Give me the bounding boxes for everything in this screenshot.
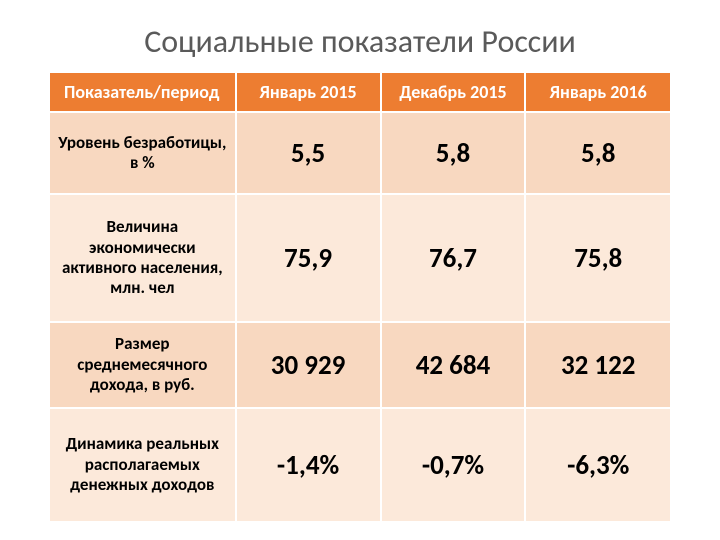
cell-value: 5,8 (381, 112, 526, 194)
table-row: Уровень безработицы, в % 5,5 5,8 5,8 (49, 112, 671, 194)
table-row: Величина экономически активного населени… (49, 194, 671, 322)
header-indicator: Показатель/период (49, 72, 236, 112)
cell-value: 75,9 (236, 194, 381, 322)
header-dec-2015: Декабрь 2015 (381, 72, 526, 112)
cell-value: 42 684 (381, 322, 526, 408)
row-label: Размер среднемесячного дохода, в руб. (49, 322, 236, 408)
table-row: Размер среднемесячного дохода, в руб. 30… (49, 322, 671, 408)
header-jan-2015: Январь 2015 (236, 72, 381, 112)
cell-value: -1,4% (236, 408, 381, 522)
table-row: Динамика реальных располагаемых денежных… (49, 408, 671, 522)
table-container: Показатель/период Январь 2015 Декабрь 20… (0, 71, 720, 523)
page-title: Социальные показатели России (0, 0, 720, 71)
cell-value: 75,8 (525, 194, 671, 322)
cell-value: -6,3% (525, 408, 671, 522)
cell-value: 76,7 (381, 194, 526, 322)
row-label: Динамика реальных располагаемых денежных… (49, 408, 236, 522)
row-label: Уровень безработицы, в % (49, 112, 236, 194)
cell-value: -0,7% (381, 408, 526, 522)
header-jan-2016: Январь 2016 (525, 72, 671, 112)
cell-value: 5,8 (525, 112, 671, 194)
social-indicators-table: Показатель/период Январь 2015 Декабрь 20… (48, 71, 672, 523)
table-header-row: Показатель/период Январь 2015 Декабрь 20… (49, 72, 671, 112)
cell-value: 30 929 (236, 322, 381, 408)
cell-value: 5,5 (236, 112, 381, 194)
cell-value: 32 122 (525, 322, 671, 408)
row-label: Величина экономически активного населени… (49, 194, 236, 322)
slide: Социальные показатели России Показатель/… (0, 0, 720, 540)
